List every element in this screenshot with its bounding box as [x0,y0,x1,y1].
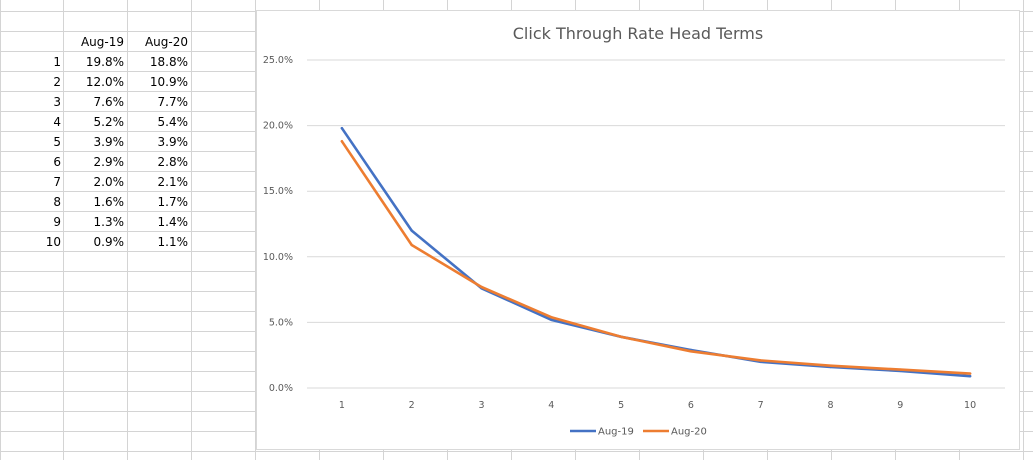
aug20-value-cell[interactable]: 1.1% [157,235,189,249]
row-number-cell[interactable]: 3 [53,95,61,109]
column-header-aug20[interactable]: Aug-20 [144,35,188,49]
y-tick-label: 20.0% [263,121,293,132]
aug19-value-cell[interactable]: 1.6% [93,195,125,209]
aug20-value-cell[interactable]: 2.1% [157,175,189,189]
data-point-aug-19[interactable] [968,374,972,378]
chart-title: Click Through Rate Head Terms [513,24,763,43]
series-line-aug-20[interactable] [340,140,972,375]
data-point-aug-19[interactable] [410,229,413,232]
data-point-aug-20[interactable] [340,140,344,143]
line-chart: Click Through Rate Head Terms 0.0% 5.0% 10… [263,24,1005,438]
y-tick-label: 0.0% [269,383,293,394]
row-number-cell[interactable]: 5 [53,135,61,149]
row-number-cell[interactable]: 9 [53,215,61,229]
row-number-cell[interactable]: 7 [53,175,61,189]
row-number-cell[interactable]: 6 [53,155,61,169]
aug20-value-cell[interactable]: 3.9% [157,135,189,149]
aug19-value-cell[interactable]: 0.9% [93,235,125,249]
aug20-value-cell[interactable]: 1.7% [157,195,189,209]
aug19-value-cell[interactable]: 3.9% [93,135,125,149]
aug19-value-cell[interactable]: 2.9% [93,155,125,169]
aug19-value-cell[interactable]: 5.2% [93,115,125,129]
row-number-cell[interactable]: 10 [45,235,61,249]
chart-area[interactable]: Click Through Rate Head Terms 0.0% 5.0% 10… [256,10,1020,450]
aug20-value-cell[interactable]: 18.8% [149,55,188,69]
x-tick-label: 5 [618,400,624,411]
data-point-aug-20[interactable] [968,372,972,375]
aug19-value-cell[interactable]: 12.0% [85,75,124,89]
x-tick-label: 9 [897,400,903,411]
aug20-value-cell[interactable]: 2.8% [157,155,189,169]
aug19-value-cell[interactable]: 1.3% [93,215,125,229]
row-number-cell[interactable]: 2 [53,75,61,89]
row-number-cell[interactable]: 4 [53,115,61,129]
aug20-value-cell[interactable]: 10.9% [149,75,188,89]
column-header-aug19[interactable]: Aug-19 [80,35,124,49]
data-point-aug-20[interactable] [550,315,553,319]
legend-label: Aug-19 [598,427,634,438]
series-line-aug-19[interactable] [340,126,972,378]
x-tick-label: 10 [964,400,976,411]
x-tick-label: 8 [827,400,833,411]
data-point-aug-20[interactable] [410,243,413,247]
y-tick-label: 5.0% [269,317,293,328]
data-point-aug-20[interactable] [759,359,762,362]
x-tick-label: 1 [339,400,345,411]
row-number-cell[interactable]: 1 [53,55,61,69]
data-point-aug-19[interactable] [550,318,553,321]
aug19-value-cell[interactable]: 19.8% [85,55,124,69]
x-tick-label: 2 [409,400,415,411]
aug19-value-cell[interactable]: 2.0% [93,175,125,189]
data-point-aug-20[interactable] [480,285,483,289]
x-tick-label: 3 [478,400,484,411]
data-point-aug-20[interactable] [689,350,693,353]
x-tick-label: 6 [688,400,694,411]
data-point-aug-20[interactable] [899,368,902,371]
aug19-value-cell[interactable]: 7.6% [93,95,125,109]
y-tick-label: 25.0% [263,55,293,66]
aug20-value-cell[interactable]: 5.4% [157,115,189,129]
row-number-cell[interactable]: 8 [53,195,61,209]
legend-label: Aug-20 [671,427,707,438]
x-tick-label: 7 [758,400,764,411]
data-point-aug-20[interactable] [829,364,832,367]
data-point-aug-20[interactable] [619,335,623,339]
x-tick-label: 4 [548,400,554,411]
data-point-aug-19[interactable] [340,127,344,130]
y-tick-label: 10.0% [263,252,293,263]
aug20-value-cell[interactable]: 7.7% [157,95,189,109]
aug20-value-cell[interactable]: 1.4% [157,215,189,229]
y-tick-label: 15.0% [263,186,293,197]
